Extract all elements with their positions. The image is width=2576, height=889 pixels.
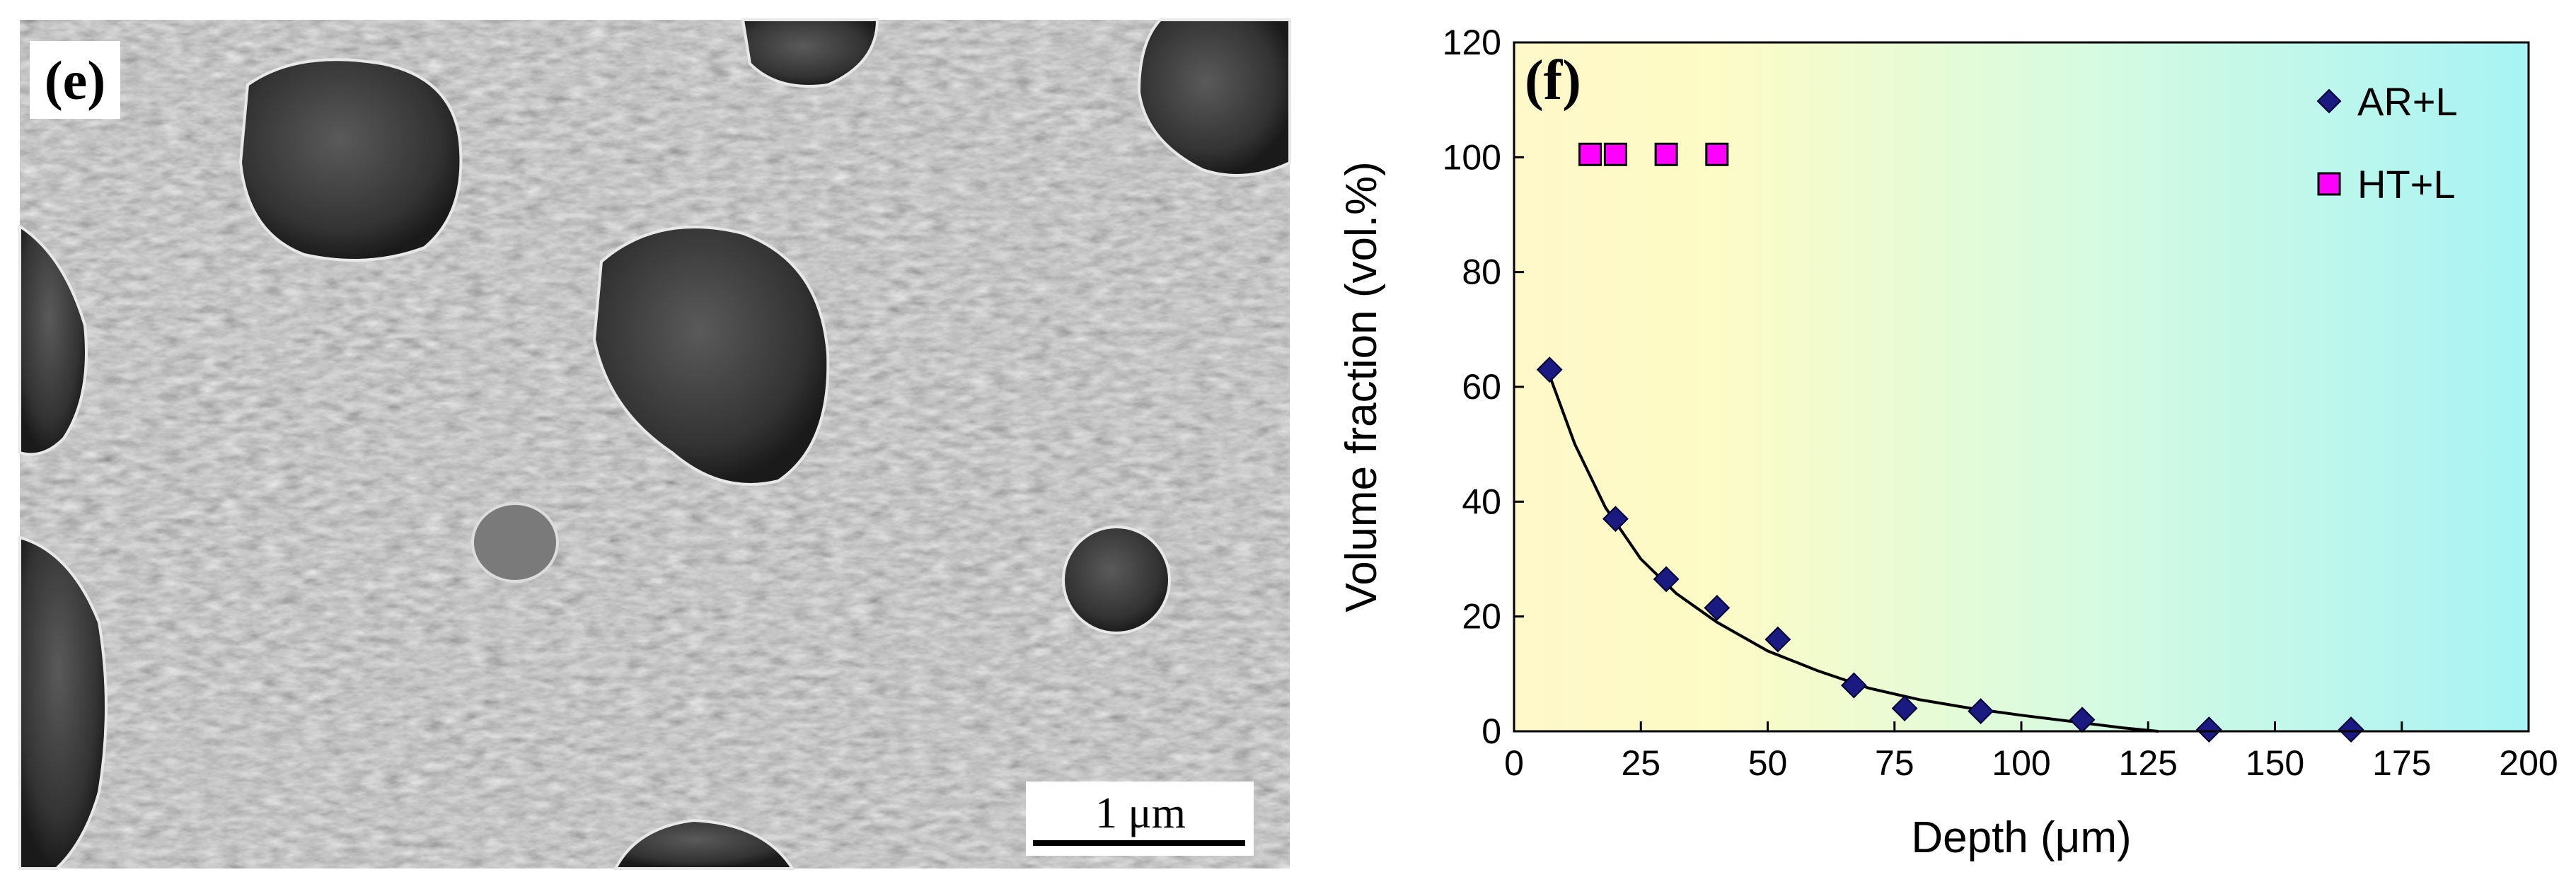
scale-bar: [1033, 840, 1245, 846]
y-tick-label: 120: [1443, 23, 1501, 62]
chart-panel-label: (f): [1525, 50, 1581, 112]
micrograph-panel-label: (e): [45, 50, 106, 111]
plot-area-frame: [1513, 41, 2530, 733]
ar-l-point: [1653, 566, 1680, 593]
x-axis-label: Depth (μm): [1911, 813, 2131, 862]
y-tick-label: 20: [1462, 597, 1501, 637]
micrograph-label-box: [30, 41, 120, 119]
volume-fraction-chart: 0 25 50 75 100 125 150 175 200 0 20 40 60 80 100 120 (f…: [1337, 23, 2558, 862]
ar-l-point: [1840, 672, 1867, 699]
legend-marker: [2317, 172, 2341, 196]
ar-l-point: [1602, 506, 1629, 533]
sem-micrograph: (e) 1 μm: [18, 18, 1291, 870]
legend-marker: [2316, 88, 2342, 114]
ar-l-point: [1536, 356, 1563, 383]
ar-l-point: [2195, 716, 2222, 743]
ar-l-point: [1968, 698, 1994, 725]
x-tick-label: 125: [2119, 743, 2178, 783]
x-tick-label: 175: [2372, 743, 2431, 783]
legend-label: AR+L: [2357, 79, 2458, 124]
ar-l-point: [1764, 626, 1791, 653]
x-tick-label: 150: [2246, 743, 2304, 783]
x-tick-label: 100: [1992, 743, 2050, 783]
ar-l-point: [1704, 595, 1731, 621]
y-tick-label: 80: [1462, 252, 1501, 292]
x-tick-label: 75: [1875, 743, 1914, 783]
legend: AR+L HT+L: [2316, 79, 2458, 207]
ht-l-point: [1705, 142, 1729, 166]
particles: [18, 18, 1291, 870]
y-tick-label: 40: [1462, 482, 1501, 521]
axis-ticks: 0 25 50 75 100 125 150 175 200 0 20 40 60 80 100 120: [1443, 23, 2558, 783]
legend-label: HT+L: [2357, 162, 2456, 207]
y-tick-label: 60: [1462, 367, 1501, 407]
y-tick-label: 100: [1443, 137, 1501, 177]
y-axis-label: Volume fraction (vol.%): [1337, 161, 1386, 612]
x-tick-label: 50: [1748, 743, 1788, 783]
x-tick-label: 200: [2499, 743, 2558, 783]
ar-l-point: [2338, 716, 2364, 743]
x-tick-label: 25: [1621, 743, 1660, 783]
ht-l-point: [1578, 142, 1602, 166]
plot-area-background: [1514, 42, 2529, 731]
x-tick-label: 0: [1504, 743, 1524, 783]
ht-l-point: [1654, 142, 1678, 166]
y-tick-label: 0: [1482, 711, 1501, 751]
scale-bar-label: 1 μm: [1095, 789, 1186, 837]
ht-l-point: [1603, 142, 1627, 166]
ar-l-point: [1891, 695, 1918, 721]
data-marks: [1536, 142, 2364, 743]
